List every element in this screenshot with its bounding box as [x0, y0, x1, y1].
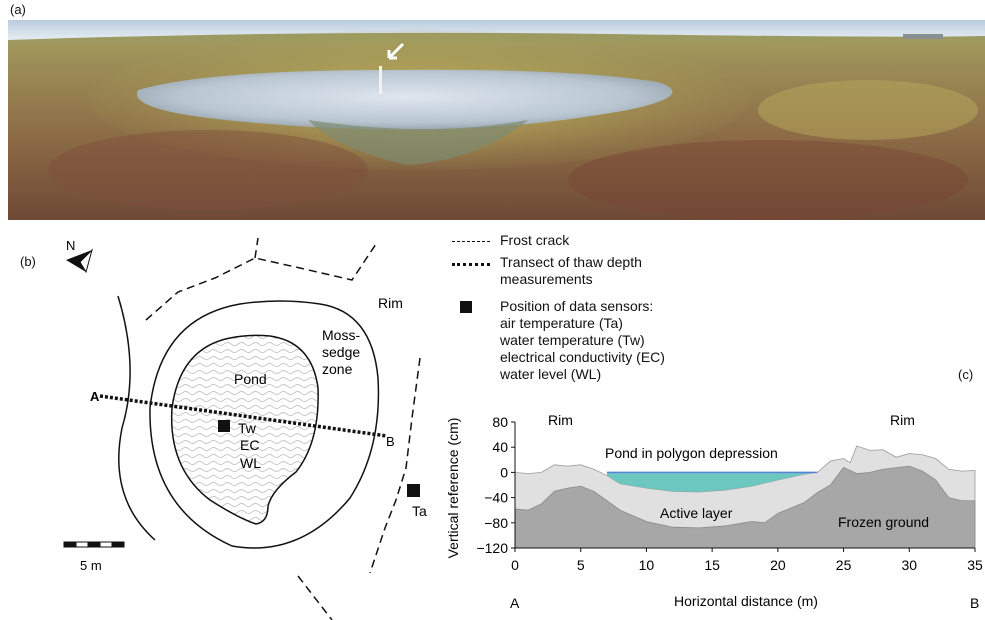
legend-transect-label-1: Transect of thaw depth — [500, 254, 642, 270]
frozen-ground-area — [514, 465, 976, 549]
y-tick-label: −40 — [484, 490, 508, 506]
annotation-rim-left: Rim — [548, 412, 573, 428]
scale-bar — [63, 541, 125, 548]
moss-sedge-boundary — [149, 300, 380, 549]
x-tick-label: 15 — [704, 557, 720, 573]
scale-label: 5 m — [80, 558, 102, 573]
x-tick-label: 30 — [901, 557, 917, 573]
map-pond-label: Pond — [234, 371, 267, 387]
x-tick-label: 10 — [639, 557, 655, 573]
x-end-label-b: B — [970, 595, 979, 611]
annotation-pond: Pond in polygon depression — [605, 445, 778, 461]
x-tick-label: 5 — [577, 557, 585, 573]
map-rim-label: Rim — [378, 295, 403, 311]
legend-frost-crack: Frost crack — [448, 232, 768, 254]
legend-sensor-ta: air temperature (Ta) — [500, 315, 623, 331]
map-ec-label: EC — [240, 437, 259, 453]
legend-frost-crack-label: Frost crack — [500, 232, 570, 248]
pond-water-area — [607, 472, 818, 492]
outer-rim-line — [117, 295, 156, 541]
map-wl-label: WL — [240, 455, 261, 471]
x-tick-label: 20 — [770, 557, 786, 573]
pond-map: N Rim Moss- sedge zone Pond A B Tw EC WL… — [63, 237, 427, 620]
legend-transect: Transect of thaw depth measurements — [448, 254, 768, 294]
tundra-pond-photo — [8, 20, 985, 220]
x-tick-label: 25 — [836, 557, 852, 573]
frost-cracks — [145, 237, 421, 620]
legend-sensors: Position of data sensors: air temperatur… — [448, 298, 768, 383]
annotation-frozen-ground: Frozen ground — [838, 514, 929, 530]
panel-label-a: (a) — [10, 2, 26, 17]
legend-sensors-title: Position of data sensors: — [500, 298, 654, 314]
legend: Frost crack Transect of thaw depth measu… — [448, 232, 768, 383]
y-tick-label: −120 — [476, 540, 508, 556]
map-moss-label-3: zone — [322, 361, 353, 377]
panel-label-c: (c) — [958, 367, 974, 382]
sensor-tw-marker — [218, 420, 230, 432]
map-moss-label-1: Moss- — [322, 327, 360, 343]
y-tick-label: 0 — [500, 464, 508, 480]
legend-sensor-tw: water temperature (Tw) — [500, 332, 645, 348]
x-tick-label: 35 — [967, 557, 983, 573]
transect-line — [99, 394, 388, 438]
north-label: N — [66, 238, 75, 253]
y-axis-title: Vertical reference (cm) — [445, 418, 461, 559]
profile-layers — [514, 445, 976, 549]
legend-sensor-ec: electrical conductivity (EC) — [500, 349, 665, 365]
map-point-b: B — [386, 434, 395, 449]
legend-transect-label-2: measurements — [500, 271, 593, 287]
y-tick-label: 80 — [492, 414, 508, 430]
y-tick-label: −80 — [484, 515, 508, 531]
pond-outline — [170, 334, 319, 525]
annotation-active-layer: Active layer — [660, 505, 733, 521]
north-arrow-icon — [66, 248, 93, 274]
sensor-ta-marker — [407, 484, 420, 497]
x-tick-label: 0 — [511, 557, 519, 573]
map-ta-label: Ta — [412, 503, 427, 519]
map-tw-label: Tw — [238, 420, 257, 436]
legend-sensor-wl: water level (WL) — [500, 366, 602, 382]
panel-label-b: (b) — [20, 254, 36, 269]
map-point-a: A — [90, 389, 100, 404]
y-tick-label: 40 — [492, 439, 508, 455]
x-end-label-a: A — [510, 595, 520, 611]
x-axis-title: Horizontal distance (m) — [674, 593, 818, 609]
annotation-rim-right: Rim — [890, 412, 915, 428]
map-moss-label-2: sedge — [322, 344, 360, 360]
